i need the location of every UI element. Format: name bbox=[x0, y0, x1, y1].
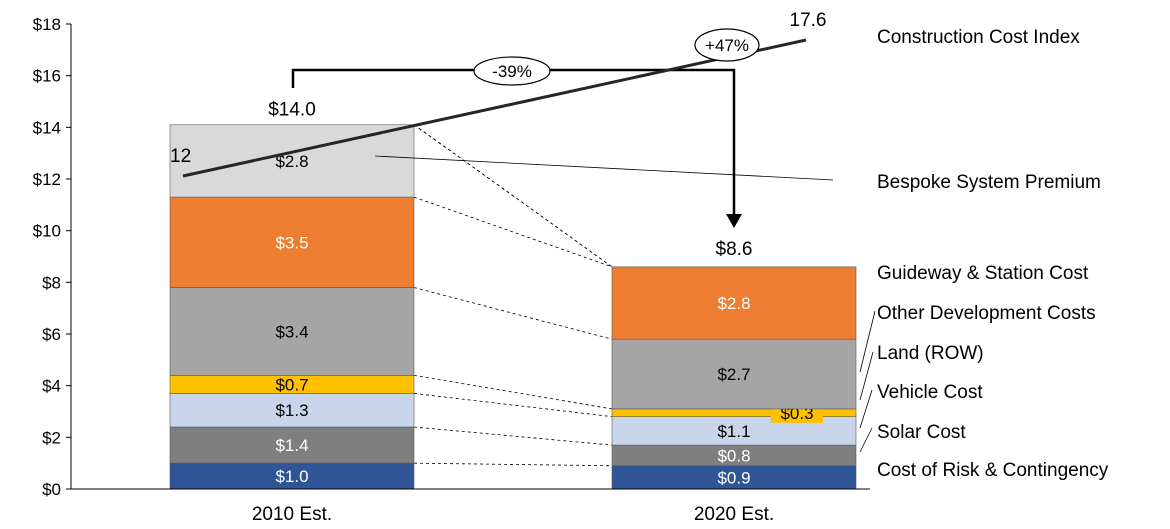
bar-segment bbox=[611, 338, 857, 410]
y-axis: $0 $2 $4 $6 $8 $10 $12 $14 $16 $18 bbox=[33, 15, 870, 499]
data-label: $0.9 bbox=[717, 468, 750, 487]
x-axis-labels: 2010 Est. 2020 Est. bbox=[252, 504, 774, 525]
legend-label: Vehicle Cost bbox=[877, 382, 983, 403]
increase-badge bbox=[694, 28, 760, 62]
legend-label: Guideway & Station Cost bbox=[877, 263, 1089, 284]
index-line bbox=[182, 38, 807, 178]
arrow-head bbox=[726, 214, 742, 228]
y-tick-label: $8 bbox=[42, 273, 61, 292]
legend-leader-line bbox=[859, 310, 876, 373]
legend-label: Other Development Costs bbox=[877, 303, 1096, 324]
y-tick-label: $0 bbox=[42, 480, 61, 499]
data-label: $2.8 bbox=[275, 152, 308, 171]
index-start-label: 12 bbox=[170, 146, 191, 167]
data-label: $3.4 bbox=[275, 322, 308, 341]
y-tick-label: $14 bbox=[33, 118, 61, 137]
connector-line bbox=[413, 426, 613, 446]
legend-label: Bespoke System Premium bbox=[877, 172, 1101, 193]
connector-line bbox=[413, 124, 613, 268]
x-tick-label: 2010 Est. bbox=[252, 504, 332, 525]
bar-totals: $14.0 $8.6 bbox=[268, 99, 752, 259]
index-end-label: 17.6 bbox=[790, 10, 827, 31]
bar-connector-lines bbox=[413, 124, 613, 467]
decrease-arrow: -39% bbox=[291, 56, 742, 228]
y-tick-label: $6 bbox=[42, 325, 61, 344]
legend-label: Cost of Risk & Contingency bbox=[877, 460, 1109, 481]
data-label: $2.8 bbox=[717, 294, 750, 313]
y-tick-label: $12 bbox=[33, 170, 61, 189]
y-tick-label: $10 bbox=[33, 222, 61, 241]
data-label: $3.5 bbox=[275, 233, 308, 252]
y-tick-label: $16 bbox=[33, 67, 61, 86]
legend-label: Construction Cost Index bbox=[877, 27, 1080, 48]
y-tick-label: $18 bbox=[33, 15, 61, 34]
decrease-label: -39% bbox=[492, 62, 532, 81]
connector-line bbox=[413, 374, 613, 410]
bar-segment bbox=[169, 462, 415, 490]
decrease-badge bbox=[473, 56, 551, 86]
bar-segment bbox=[611, 266, 857, 340]
bar-segments: $1.0 $1.4 $1.3 $0.7 $3.4 $3.5 $2.8 $0.9 $0.8 $1.1… bbox=[169, 124, 857, 490]
legend-leader-line bbox=[859, 427, 873, 453]
bar-total-label: $8.6 bbox=[716, 239, 753, 260]
construction-cost-index-line: 12 17.6 +47% bbox=[170, 10, 827, 178]
bar-segment bbox=[169, 196, 415, 288]
connector-line bbox=[413, 287, 613, 340]
connector-line bbox=[413, 462, 613, 467]
data-label: $2.7 bbox=[717, 365, 750, 384]
y-tick-label: $4 bbox=[42, 377, 61, 396]
connector-line bbox=[413, 393, 613, 418]
legend-leader-line bbox=[859, 351, 874, 401]
legend-leader-line bbox=[374, 155, 834, 181]
data-label: $1.0 bbox=[275, 467, 308, 486]
legend-leader-line bbox=[859, 389, 873, 429]
bar-segment bbox=[169, 393, 415, 428]
data-label: $1.4 bbox=[275, 436, 308, 455]
legend-label: Solar Cost bbox=[877, 422, 966, 443]
y-tick-label: $2 bbox=[42, 428, 61, 447]
increase-label: +47% bbox=[705, 36, 749, 55]
data-label: $1.1 bbox=[717, 422, 750, 441]
connector-line bbox=[413, 196, 613, 268]
legend: Construction Cost Index Bespoke System Pr… bbox=[374, 27, 1109, 481]
bar-total-label: $14.0 bbox=[268, 99, 316, 120]
data-label: $0.8 bbox=[717, 446, 750, 465]
bar-segment bbox=[169, 124, 415, 198]
legend-label: Land (ROW) bbox=[877, 343, 984, 364]
x-tick-label: 2020 Est. bbox=[694, 504, 774, 525]
data-label: $1.3 bbox=[275, 401, 308, 420]
data-label: $0.7 bbox=[275, 375, 308, 394]
